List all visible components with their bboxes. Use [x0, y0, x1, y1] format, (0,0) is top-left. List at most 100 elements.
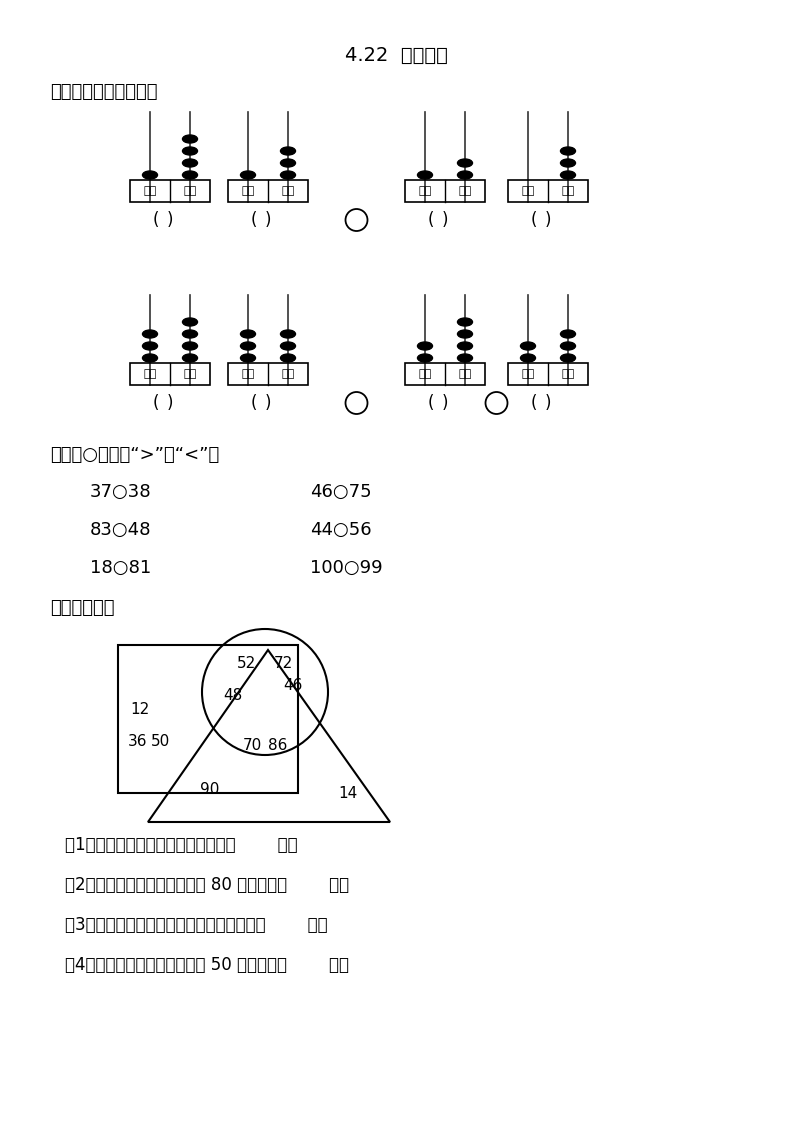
Text: (: (	[153, 211, 159, 229]
Text: 十位: 十位	[419, 186, 431, 196]
Text: (: (	[427, 394, 435, 412]
Ellipse shape	[143, 171, 158, 180]
Text: ): )	[167, 394, 173, 412]
Text: 个位: 个位	[561, 369, 575, 379]
Text: 37○38: 37○38	[90, 482, 151, 502]
Text: 个位: 个位	[282, 186, 295, 196]
Text: 90: 90	[201, 782, 220, 798]
Ellipse shape	[520, 342, 535, 350]
Text: ): )	[442, 211, 448, 229]
Text: ): )	[265, 394, 271, 412]
Ellipse shape	[182, 330, 197, 338]
Ellipse shape	[240, 330, 255, 338]
Ellipse shape	[143, 330, 158, 338]
Text: 14: 14	[339, 785, 358, 800]
Bar	[405, 180, 485, 202]
Ellipse shape	[182, 147, 197, 155]
Ellipse shape	[182, 318, 197, 327]
Ellipse shape	[182, 159, 197, 167]
Text: ): )	[442, 394, 448, 412]
Text: 十位: 十位	[521, 369, 534, 379]
Text: (: (	[531, 211, 537, 229]
Text: 72: 72	[274, 655, 293, 671]
Text: 44○56: 44○56	[310, 521, 372, 539]
Ellipse shape	[520, 355, 535, 362]
Ellipse shape	[143, 342, 158, 350]
Ellipse shape	[182, 135, 197, 142]
Bar	[130, 180, 210, 202]
Ellipse shape	[458, 342, 473, 350]
Ellipse shape	[240, 342, 255, 350]
Text: 70: 70	[243, 737, 262, 753]
Text: 86: 86	[268, 737, 288, 753]
Text: 十位: 十位	[521, 186, 534, 196]
Text: 18○81: 18○81	[90, 559, 151, 577]
Text: 46○75: 46○75	[310, 482, 372, 502]
Text: 12: 12	[130, 702, 150, 717]
Text: 个位: 个位	[183, 369, 197, 379]
Ellipse shape	[561, 147, 576, 155]
Text: 83○48: 83○48	[90, 521, 151, 539]
Text: 52: 52	[237, 655, 257, 671]
Text: (: (	[427, 211, 435, 229]
Text: 十位: 十位	[241, 186, 255, 196]
Ellipse shape	[182, 355, 197, 362]
Ellipse shape	[458, 159, 473, 167]
Text: 个位: 个位	[458, 369, 472, 379]
Bar	[118, 645, 298, 793]
Ellipse shape	[561, 159, 576, 167]
Text: 48: 48	[224, 689, 243, 703]
Text: 50: 50	[151, 735, 170, 749]
Ellipse shape	[281, 355, 296, 362]
Text: 个位: 个位	[458, 186, 472, 196]
Text: 个位: 个位	[561, 186, 575, 196]
Ellipse shape	[143, 355, 158, 362]
Ellipse shape	[182, 342, 197, 350]
Ellipse shape	[561, 342, 576, 350]
Bar	[508, 180, 588, 202]
Ellipse shape	[458, 330, 473, 338]
Text: 十位: 十位	[241, 369, 255, 379]
Ellipse shape	[417, 171, 432, 180]
Ellipse shape	[182, 171, 197, 180]
Text: ): )	[167, 211, 173, 229]
Ellipse shape	[240, 355, 255, 362]
Text: 36: 36	[128, 735, 147, 749]
Text: 100○99: 100○99	[310, 559, 383, 577]
Text: (: (	[251, 394, 257, 412]
Text: ): )	[545, 394, 551, 412]
Text: （2）我在圆形和三角形里，比 80 大，我是（        ）。: （2）我在圆形和三角形里，比 80 大，我是（ ）。	[65, 876, 349, 894]
Text: 个位: 个位	[282, 369, 295, 379]
Bar	[228, 364, 308, 385]
Text: 十位: 十位	[144, 369, 157, 379]
Ellipse shape	[281, 159, 296, 167]
Ellipse shape	[561, 171, 576, 180]
Ellipse shape	[240, 171, 255, 180]
Text: ): )	[265, 211, 271, 229]
Ellipse shape	[281, 342, 296, 350]
Bar	[228, 180, 308, 202]
Text: 十位: 十位	[419, 369, 431, 379]
Text: 三、我会填。: 三、我会填。	[50, 599, 114, 617]
Ellipse shape	[458, 318, 473, 327]
Text: (: (	[531, 394, 537, 412]
Text: 4.22  比较大小: 4.22 比较大小	[345, 46, 447, 64]
Text: 一、写一写，比一比。: 一、写一写，比一比。	[50, 83, 158, 101]
Ellipse shape	[458, 171, 473, 180]
Ellipse shape	[417, 355, 432, 362]
Text: （3）我在正方形、圆形和三角形里，我是（        ）。: （3）我在正方形、圆形和三角形里，我是（ ）。	[65, 916, 328, 934]
Ellipse shape	[561, 355, 576, 362]
Text: (: (	[153, 394, 159, 412]
Ellipse shape	[458, 355, 473, 362]
Text: 十位: 十位	[144, 186, 157, 196]
Text: ): )	[545, 211, 551, 229]
Ellipse shape	[281, 147, 296, 155]
Text: 个位: 个位	[183, 186, 197, 196]
Text: 46: 46	[283, 678, 303, 692]
Bar	[130, 364, 210, 385]
Text: (: (	[251, 211, 257, 229]
Text: （4）我在正方形和圆形里，比 50 小，我是（        ）。: （4）我在正方形和圆形里，比 50 小，我是（ ）。	[65, 956, 349, 974]
Bar	[405, 364, 485, 385]
Bar	[508, 364, 588, 385]
Ellipse shape	[281, 330, 296, 338]
